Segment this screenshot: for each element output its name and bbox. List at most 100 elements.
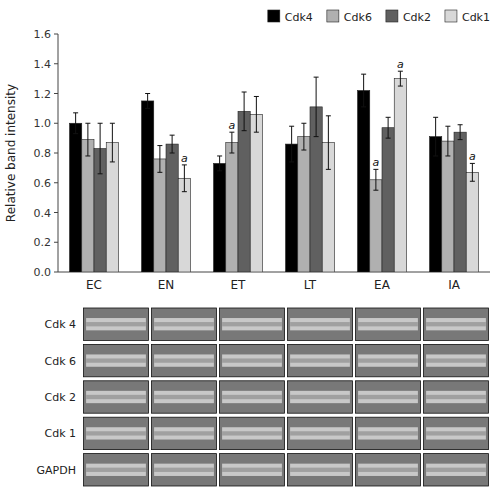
error-bar-cap: [98, 123, 103, 124]
error-bar-cap: [326, 169, 331, 170]
bar: [370, 180, 382, 272]
error-bar-cap: [182, 191, 187, 192]
blot-row-label: Cdk 4: [44, 318, 76, 331]
error-bar-cap: [314, 77, 319, 78]
error-bar-stem: [447, 126, 448, 156]
error-bar-cap: [242, 92, 247, 93]
blot-band: [426, 391, 486, 403]
bar: [430, 137, 442, 272]
blot-band: [358, 318, 418, 330]
legend-label: Cdk1: [462, 11, 490, 24]
blot-lane: [288, 308, 353, 340]
series: [94, 77, 466, 272]
error-bar: [73, 113, 78, 134]
error-bar-cap: [217, 155, 222, 156]
blot-band-core: [290, 358, 350, 362]
error-bar-cap: [229, 153, 234, 154]
blot-lane: [220, 454, 285, 486]
error-bar-stem: [363, 74, 364, 107]
error-bar-cap: [301, 123, 306, 124]
significance-label: a: [373, 156, 380, 169]
blot-lane: [152, 308, 217, 340]
y-axis-line: [58, 34, 59, 272]
blot-band: [290, 427, 350, 439]
blot-band-core: [86, 431, 146, 435]
blot-band: [358, 464, 418, 476]
legend-label: Cdk6: [344, 11, 372, 24]
bar: [382, 128, 394, 272]
significance-label: a: [397, 58, 404, 71]
x-tick-label: LT: [304, 278, 317, 292]
y-tick: [54, 123, 58, 124]
blot-lane: [84, 417, 149, 449]
error-bar-stem: [400, 71, 401, 86]
error-bar-cap: [445, 155, 450, 156]
error-bar-stem: [328, 116, 329, 170]
blot-lane: [288, 344, 353, 376]
error-bar-cap: [301, 150, 306, 151]
error-bar-stem: [435, 117, 436, 156]
error-bar-stem: [388, 117, 389, 138]
blot-band-core: [358, 358, 418, 362]
blot-lane: [152, 381, 217, 413]
blot-lane: [288, 454, 353, 486]
blot-band: [426, 318, 486, 330]
blot-band-core: [358, 395, 418, 399]
y-tick-label: 1.0: [34, 117, 52, 130]
error-bar-stem: [472, 163, 473, 181]
error-bar: [398, 71, 403, 86]
error-bar: [170, 135, 175, 153]
blot-band-core: [426, 431, 486, 435]
error-bar-cap: [98, 173, 103, 174]
blot-band: [358, 427, 418, 439]
error-bar-cap: [157, 145, 162, 146]
blot-band-core: [426, 468, 486, 472]
error-bar: [85, 123, 90, 156]
y-tick-label: 1.2: [34, 88, 52, 101]
y-tick: [54, 93, 58, 94]
x-axis-line: [58, 272, 490, 273]
error-bar-cap: [170, 135, 175, 136]
blot-lane: [220, 344, 285, 376]
error-bar-cap: [314, 136, 319, 137]
significance-label: a: [469, 150, 476, 163]
plot-area: [70, 71, 479, 272]
bar: [226, 143, 238, 272]
error-bar: [386, 117, 391, 138]
bar: [298, 137, 310, 272]
error-bar-stem: [375, 169, 376, 190]
blot-row-label: Cdk 1: [44, 427, 76, 440]
blot-band-core: [358, 431, 418, 435]
blot-lane: [152, 344, 217, 376]
error-bar-cap: [73, 133, 78, 134]
error-bar: [145, 94, 150, 109]
bar: [142, 101, 154, 272]
blot-band-core: [222, 322, 282, 326]
blot-band: [222, 318, 282, 330]
y-tick-label: 0.2: [34, 236, 52, 249]
y-tick: [54, 242, 58, 243]
error-bar: [182, 165, 187, 192]
error-bar-cap: [145, 93, 150, 94]
blot-band-core: [222, 395, 282, 399]
blot-band: [358, 354, 418, 366]
y-tick-label: 0.6: [34, 177, 52, 190]
blot-lane: [356, 381, 421, 413]
x-tick-label: EC: [86, 278, 102, 292]
bar: [454, 132, 466, 272]
blot-lane: [424, 454, 489, 486]
bar: [238, 111, 250, 272]
blot-lane: [152, 417, 217, 449]
blot-band-core: [154, 468, 214, 472]
blot-band: [222, 391, 282, 403]
bar: [82, 140, 94, 272]
y-tick-label: 1.4: [34, 58, 52, 71]
bar: [214, 163, 226, 272]
bar: [442, 141, 454, 272]
y-tick: [54, 34, 58, 35]
blot-band-core: [222, 358, 282, 362]
error-bar-cap: [217, 170, 222, 171]
legend: Cdk4Cdk6Cdk2Cdk1: [268, 10, 490, 24]
blot-band-core: [426, 322, 486, 326]
y-tick-label: 0.8: [34, 147, 52, 160]
